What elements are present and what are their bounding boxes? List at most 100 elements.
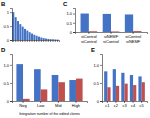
bar: [24, 29, 26, 40]
tick: [36, 40, 37, 42]
bar: [121, 73, 124, 101]
bar: [38, 37, 40, 40]
tick-label: siNEMFsiControl: [103, 34, 119, 43]
bars: [81, 14, 142, 32]
bar: [36, 36, 38, 40]
tick-mark: [73, 23, 75, 24]
tick-label: 0.5: [3, 81, 9, 86]
tick-label: 0.5: [93, 81, 99, 86]
tick-mark: [22, 40, 23, 42]
tick: Mid: [55, 101, 61, 108]
bar: [81, 14, 89, 32]
tick: siControlsiNEMF: [125, 32, 141, 44]
x-axis: [13, 40, 60, 42]
tick-label: siControlsiNEMF: [125, 34, 141, 43]
axis-line: [13, 41, 60, 43]
tick: 1.0: [93, 63, 102, 68]
bar: [57, 39, 59, 40]
tick: [38, 40, 39, 42]
tick-label: 0: [97, 99, 100, 104]
bar: [116, 86, 119, 101]
tick: [13, 40, 14, 42]
bar: [103, 14, 111, 32]
tick-mark: [100, 83, 102, 84]
bar: [113, 69, 116, 101]
tick-label: 1.0: [3, 63, 9, 68]
tick-mark: [50, 40, 51, 42]
panel-title: E: [91, 47, 95, 53]
panel: 00.51.0NegLowMidHighIntegration number o…: [3, 55, 87, 117]
tick-mark: [18, 40, 19, 42]
tick: [55, 40, 56, 42]
tick-mark: [34, 40, 35, 42]
panel: 00.51.0siControlsiControlsiNEMFsiControl…: [66, 9, 147, 44]
tick: c5: [140, 101, 145, 108]
tick-mark: [20, 40, 21, 42]
y-axis: 0 0.5 1.0: [93, 55, 102, 104]
bar: [31, 34, 33, 40]
tick: 0: [70, 30, 75, 35]
bar: [58, 82, 65, 101]
tick-mark: [13, 40, 14, 42]
tick: [15, 40, 16, 42]
tick: 0: [97, 99, 102, 104]
tick-mark: [27, 40, 28, 42]
tick: c3: [122, 101, 127, 108]
bar: [89, 31, 97, 32]
tick-label: siControlsiControl: [81, 34, 97, 43]
bar: [17, 21, 19, 40]
tick: c4: [131, 101, 136, 108]
tick: 0.5: [93, 81, 102, 86]
tick-mark: [36, 40, 37, 42]
tick: [18, 40, 19, 42]
tick-label-line: siControl: [103, 39, 119, 44]
bar: [111, 31, 119, 32]
bar: [22, 27, 24, 40]
bar: [19, 24, 21, 40]
tick-mark: [100, 101, 102, 102]
bar: [125, 84, 128, 101]
tick: 0: [7, 99, 12, 104]
tick-label: 1.0: [66, 11, 72, 16]
bar: [40, 37, 42, 40]
tick: [41, 40, 42, 42]
bar: [142, 82, 145, 101]
tick: 1.0: [3, 63, 12, 68]
tick: c2: [114, 101, 119, 108]
bar: [50, 39, 52, 40]
y-axis: 00.51.0: [66, 9, 75, 35]
x-axis-title: Integration number of the edited clones: [19, 112, 80, 116]
tick: 0: [7, 38, 12, 43]
y-axis: 0 0.5 1.0: [3, 55, 12, 104]
x-axis: c1c2c3c4c5: [103, 101, 148, 108]
tick-mark: [43, 40, 44, 42]
tick: 1.0: [66, 11, 75, 16]
tick-label: c2: [114, 103, 119, 108]
tick-mark: [10, 26, 12, 27]
bar: [107, 87, 110, 101]
figure: 00.51B00.51.0siControlsiControlsiNEMFsiC…: [0, 0, 150, 118]
x-axis: siControlsiControlsiNEMFsiControlsiContr…: [76, 32, 148, 44]
bar: [52, 39, 54, 40]
bar: [34, 69, 41, 101]
tick: Low: [37, 101, 44, 108]
tick: [57, 40, 58, 42]
axis-line: [100, 55, 103, 102]
tick: [25, 40, 26, 42]
tick-mark: [38, 40, 39, 42]
bar: [133, 85, 136, 101]
tick-label-line: siControl: [81, 39, 97, 44]
panel: 00.51.0c1c2c3c4c5: [93, 55, 147, 109]
tick: [52, 40, 53, 42]
bar: [47, 39, 49, 40]
panel-title: C: [63, 1, 68, 7]
tick-mark: [52, 40, 53, 42]
tick-mark: [57, 40, 58, 42]
bar: [138, 76, 141, 101]
tick: siNEMFsiControl: [103, 32, 119, 44]
tick-mark: [29, 40, 30, 42]
tick: [45, 40, 46, 42]
tick-label-line: siNEMF: [126, 39, 141, 44]
bar: [45, 39, 47, 40]
axis-line: [10, 55, 13, 102]
